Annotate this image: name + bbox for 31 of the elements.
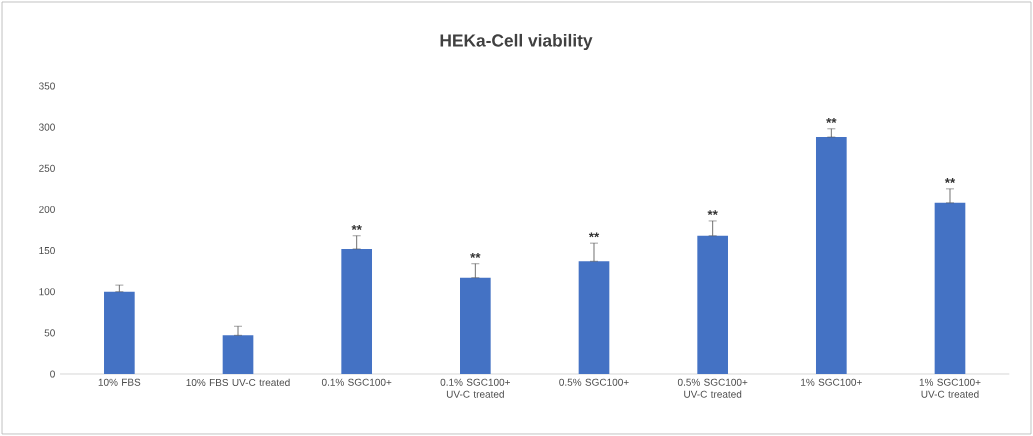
annotation: ** [707,210,718,216]
x-tick-label: 1% SGC100+ [801,378,862,386]
y-tick-label: 50 [44,329,55,337]
x-tick-label: 1% SGC100+ UV-C treated [919,378,981,398]
bar [341,248,373,374]
bar [104,291,135,374]
y-tick-label: 0 [50,370,55,378]
annotation: ** [944,178,956,184]
bar [697,235,728,374]
y-tick-label: 100 [39,288,55,296]
x-tick-label: 0.1% SGC100+ [321,378,392,386]
bar [934,202,966,374]
annotation: ** [588,232,600,238]
chart-title: HEKa-Cell viability [440,33,593,51]
y-tick-label: 250 [39,164,55,172]
annotation: ** [351,224,362,230]
annotation: ** [470,252,481,258]
bar [460,277,491,374]
bar [815,137,847,374]
bar [222,335,254,374]
x-tick-label: 0.1% SGC100+ UV-C treated [440,378,510,398]
x-tick-label: 0.5% SGC100+ UV-C treated [677,378,748,398]
x-tick-label: 0.5% SGC100+ [559,378,629,386]
x-tick-label: 10% FBS [98,378,141,386]
y-tick-label: 350 [39,82,55,90]
y-tick-label: 150 [39,247,55,255]
y-tick-label: 300 [39,123,55,131]
x-tick-label: 10% FBS UV-C treated [186,378,290,387]
y-tick-label: 200 [39,205,55,213]
bar [578,261,610,374]
annotation: ** [826,118,837,123]
